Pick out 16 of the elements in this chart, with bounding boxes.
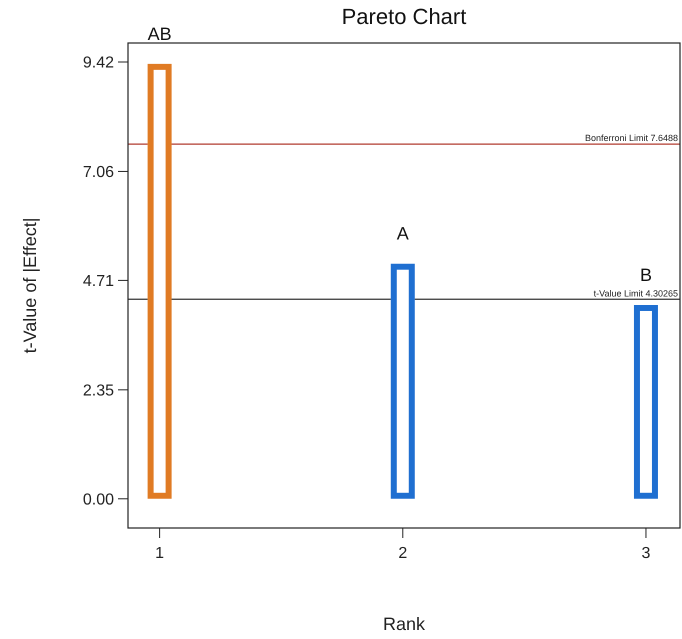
x-axis-title: Rank (382, 614, 426, 634)
annotation: AB (148, 24, 172, 44)
x-tick-label: 1 (155, 545, 164, 562)
y-tick-label: 2.35 (82, 382, 114, 400)
y-tick-label: 7.06 (82, 164, 114, 182)
ref-line-label: Bonferroni Limit 7.6488 (584, 133, 678, 144)
y-tick-label: 9.42 (82, 54, 114, 72)
y-tick-label: 4.71 (82, 273, 114, 290)
chart-title: Pareto Chart (342, 4, 466, 29)
x-tick-label: 3 (642, 545, 651, 562)
ref-line-label: t-Value Limit 4.30265 (594, 288, 678, 298)
y-axis-title: t-Value of |Effect| (20, 218, 40, 354)
annotation: A (396, 224, 409, 244)
x-tick-label: 2 (398, 545, 408, 562)
y-tick-label: 0.00 (82, 491, 114, 508)
annotation: B (640, 264, 652, 285)
